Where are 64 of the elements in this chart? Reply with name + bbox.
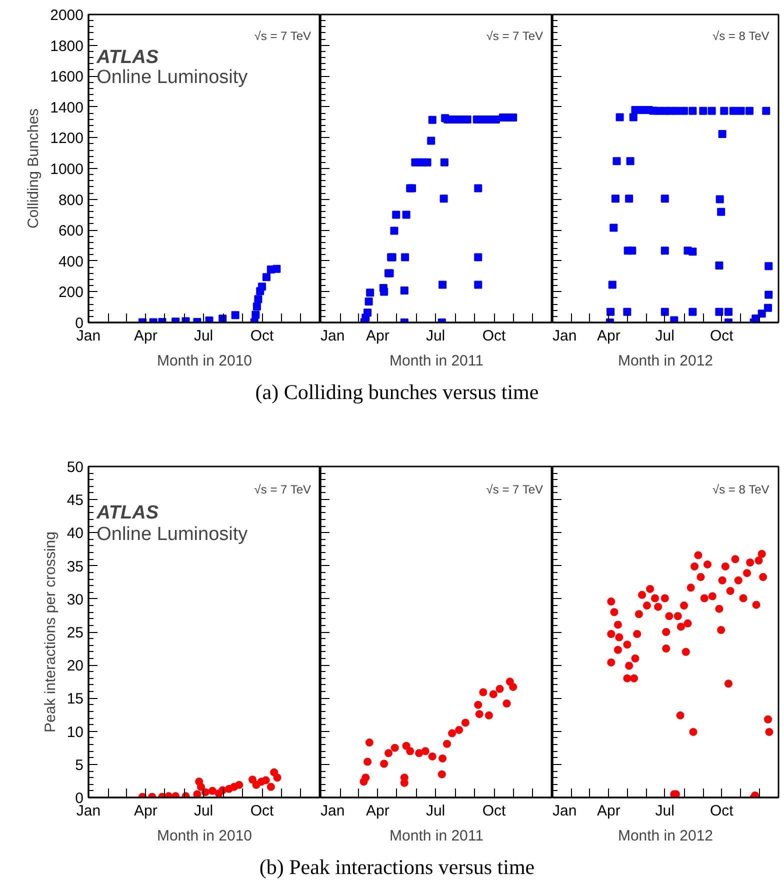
- x-tick-label: Jul: [194, 802, 214, 820]
- x-axis-title: Month in 2011: [390, 352, 484, 370]
- y-tick-label: 200: [58, 284, 84, 302]
- y-tick-label: 30: [66, 591, 84, 608]
- x-tick-label: Apr: [366, 802, 390, 820]
- x-tick-label: Jul: [426, 802, 446, 820]
- annotation: Online Luminosity: [96, 524, 248, 545]
- annotation: √s = 7 TeV: [486, 482, 544, 497]
- x-tick-label: Oct: [482, 328, 507, 344]
- annotation: ATLAS: [96, 502, 159, 524]
- annotation: ATLAS: [96, 47, 159, 68]
- y-tick-label: 400: [58, 253, 84, 270]
- text: (a) Colliding bunches versus time: [255, 379, 539, 406]
- annotation: √s = 7 TeV: [486, 29, 544, 44]
- x-tick-label: Apr: [366, 328, 390, 344]
- annotation: √s = 7 TeV: [254, 482, 312, 497]
- y-axis-title: Peak interactions per crossing: [42, 532, 59, 732]
- x-tick-label: Jan: [76, 328, 101, 344]
- y-tick-label: 5: [75, 756, 84, 774]
- x-tick-label: Jul: [655, 802, 674, 820]
- y-tick-label: 1800: [50, 38, 84, 55]
- x-tick-label: Jul: [426, 328, 446, 344]
- x-tick-label: Jan: [320, 328, 345, 344]
- y-tick-label: 600: [58, 222, 84, 240]
- x-tick-label: Jan: [552, 328, 577, 344]
- y-tick-label: 15: [66, 690, 84, 708]
- x-tick-label: Oct: [710, 802, 734, 820]
- y-tick-label: 40: [66, 525, 84, 542]
- x-tick-label: Oct: [482, 802, 507, 820]
- x-tick-label: Oct: [250, 328, 275, 344]
- x-axis-title: Month in 2012: [618, 828, 714, 844]
- y-tick-label: 50: [66, 459, 84, 476]
- y-tick-label: 10: [66, 724, 84, 741]
- x-tick-label: Apr: [134, 328, 158, 344]
- y-tick-label: 1400: [50, 99, 84, 116]
- y-tick-label: 45: [66, 492, 84, 510]
- y-axis-title: Colliding Bunches: [25, 108, 42, 229]
- x-tick-label: Jul: [194, 328, 214, 344]
- y-tick-label: 1000: [50, 161, 84, 178]
- x-tick-label: Jul: [655, 328, 674, 344]
- x-tick-label: Oct: [250, 802, 275, 820]
- y-tick-label: 800: [58, 192, 84, 209]
- y-tick-label: 20: [66, 658, 84, 675]
- x-tick-label: Oct: [710, 328, 734, 344]
- x-tick-label: Apr: [134, 802, 158, 820]
- text: (b) Peak interactions versus time: [259, 854, 535, 881]
- y-tick-label: 25: [66, 624, 84, 642]
- x-tick-label: Apr: [597, 802, 620, 820]
- y-tick-label: 1200: [50, 130, 84, 148]
- annotation: √s = 7 TeV: [254, 29, 312, 44]
- x-tick-label: Jan: [552, 802, 577, 820]
- y-tick-label: 2000: [50, 7, 84, 24]
- annotation: √s = 8 TeV: [712, 29, 770, 44]
- x-tick-label: Apr: [597, 328, 620, 344]
- y-tick-label: 35: [66, 558, 84, 576]
- x-tick-label: Jan: [76, 802, 101, 820]
- x-axis-title: Month in 2012: [618, 352, 714, 370]
- x-tick-label: Jan: [320, 802, 345, 820]
- annotation: √s = 8 TeV: [712, 482, 770, 497]
- x-axis-title: Month in 2010: [156, 828, 252, 844]
- x-axis-title: Month in 2010: [156, 352, 252, 370]
- y-tick-label: 1600: [50, 68, 84, 86]
- annotation: Online Luminosity: [96, 67, 248, 88]
- x-axis-title: Month in 2011: [390, 828, 484, 844]
